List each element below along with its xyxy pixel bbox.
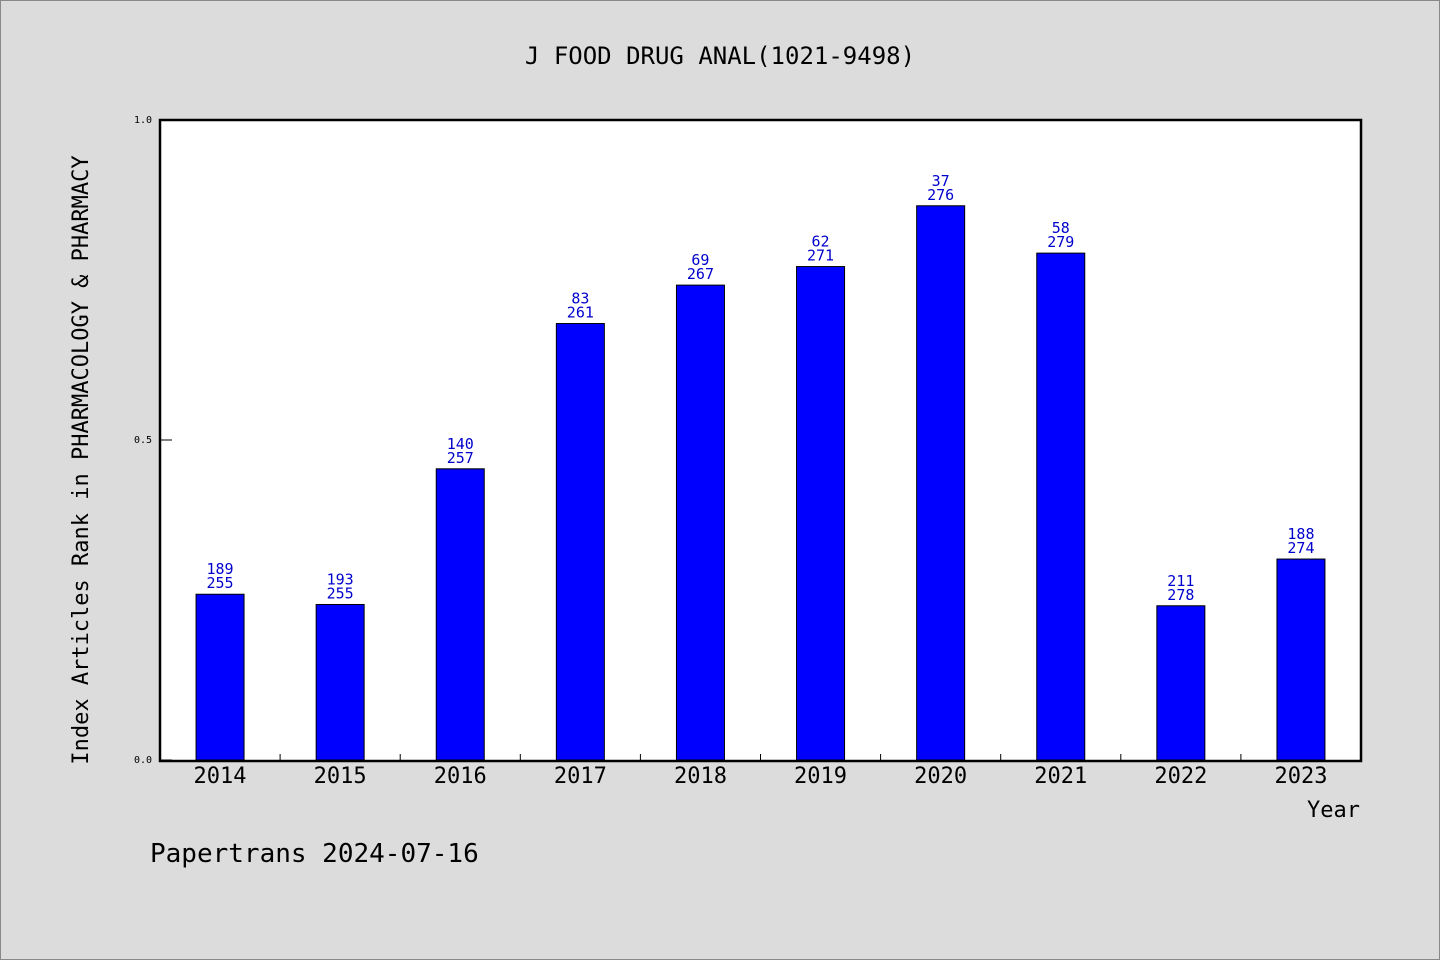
bar-2015 <box>315 603 365 761</box>
bar-label-rank-2016: 140 <box>447 435 474 453</box>
x-axis-ticks: 2014 2015 2016 2017 2018 2019 2020 2021 2022 2023 <box>194 754 1327 789</box>
bar-2021 <box>1036 252 1086 761</box>
x-tick-label-2016: 2016 <box>434 764 487 789</box>
bar-label-total-2017: 261 <box>567 304 594 322</box>
y-axis-label: Index Articles Rank in PHARMACOLOGY & PH… <box>69 155 94 764</box>
bar-2018 <box>675 284 725 761</box>
bar-label-total-2016: 257 <box>447 449 474 467</box>
x-tick-label-2015: 2015 <box>314 764 367 789</box>
bar-2023 <box>1276 558 1326 761</box>
bar-label-rank-2023: 188 <box>1287 525 1314 543</box>
bar-label-rank-2022: 211 <box>1167 572 1194 590</box>
x-axis-label: Year <box>1307 798 1360 823</box>
chart-title: J FOOD DRUG ANAL(1021-9498) <box>525 42 915 70</box>
bar-2020 <box>916 205 966 761</box>
bar-label-rank-2015: 193 <box>327 570 354 588</box>
bar-label-rank-2019: 62 <box>812 233 830 251</box>
x-tick-label-2021: 2021 <box>1034 764 1087 789</box>
bar-label-total-2021: 279 <box>1047 233 1074 251</box>
bar-2017 <box>555 323 605 761</box>
bar-2016 <box>435 468 485 761</box>
bar-2019 <box>796 266 846 761</box>
bar-label-rank-2020: 37 <box>932 172 950 190</box>
bar-label-total-2022: 278 <box>1167 586 1194 604</box>
y-tick-label-0.5: 0.5 <box>134 435 152 446</box>
bar-label-total-2023: 274 <box>1287 539 1314 557</box>
bar-label-rank-2021: 58 <box>1052 219 1070 237</box>
x-tick-label-2022: 2022 <box>1154 764 1207 789</box>
bar-label-total-2019: 271 <box>807 247 834 265</box>
x-tick-label-2023: 2023 <box>1274 764 1327 789</box>
bar-label-total-2015: 255 <box>327 584 354 602</box>
x-tick-label-2014: 2014 <box>194 764 247 789</box>
y-tick-label-0.0: 0.0 <box>134 755 152 766</box>
x-tick-label-2017: 2017 <box>554 764 607 789</box>
y-axis-ticks: 0.0 0.5 1.0 <box>134 115 172 766</box>
bar-label-rank-2014: 189 <box>207 560 234 578</box>
bar-2014 <box>195 593 245 761</box>
footer-credit: Papertrans 2024-07-16 <box>150 839 479 869</box>
bar-label-total-2018: 267 <box>687 265 714 283</box>
x-tick-label-2020: 2020 <box>914 764 967 789</box>
bar-label-total-2020: 276 <box>927 186 954 204</box>
bar-label-rank-2017: 83 <box>571 290 589 308</box>
y-tick-label-1.0: 1.0 <box>134 115 152 126</box>
bar-label-total-2014: 255 <box>207 574 234 592</box>
x-tick-label-2018: 2018 <box>674 764 727 789</box>
bar-2022 <box>1156 605 1206 761</box>
x-tick-label-2019: 2019 <box>794 764 847 789</box>
bar-label-rank-2018: 69 <box>691 251 709 269</box>
